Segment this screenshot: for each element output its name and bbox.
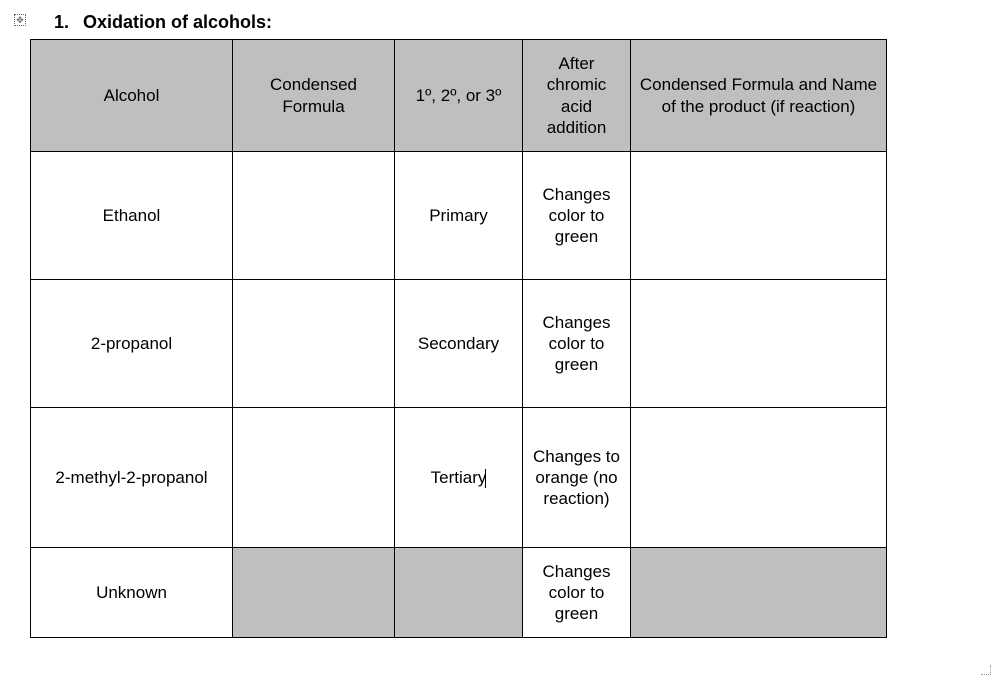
table-move-handle-icon[interactable]: ✥: [14, 14, 26, 26]
cell-degree[interactable]: Primary: [395, 152, 523, 280]
oxidation-table: Alcohol Condensed Formula 1º, 2º, or 3º …: [30, 39, 887, 638]
cell-after[interactable]: Changes color to green: [523, 152, 631, 280]
table-row: Ethanol Primary Changes color to green: [31, 152, 887, 280]
heading-text: Oxidation of alcohols:: [83, 12, 272, 33]
cell-formula[interactable]: [233, 548, 395, 638]
col-header-formula: Condensed Formula: [233, 40, 395, 152]
heading-number: 1.: [54, 12, 69, 33]
cell-product[interactable]: [631, 408, 887, 548]
cell-formula[interactable]: [233, 280, 395, 408]
col-header-after: After chromic acid addition: [523, 40, 631, 152]
cell-degree[interactable]: Tertiary: [395, 408, 523, 548]
cell-after[interactable]: Changes color to green: [523, 280, 631, 408]
col-header-product: Condensed Formula and Name of the produc…: [631, 40, 887, 152]
resize-corner-icon[interactable]: [981, 665, 991, 675]
cell-degree[interactable]: Secondary: [395, 280, 523, 408]
cell-after[interactable]: Changes to orange (no reaction): [523, 408, 631, 548]
col-header-degree: 1º, 2º, or 3º: [395, 40, 523, 152]
cell-product[interactable]: [631, 280, 887, 408]
cell-alcohol[interactable]: Unknown: [31, 548, 233, 638]
cell-alcohol[interactable]: 2-methyl-2-propanol: [31, 408, 233, 548]
cell-product[interactable]: [631, 152, 887, 280]
col-header-alcohol: Alcohol: [31, 40, 233, 152]
table-row: 2-propanol Secondary Changes color to gr…: [31, 280, 887, 408]
text-cursor-icon: [485, 469, 486, 488]
section-heading: ✥ 1. Oxidation of alcohols:: [10, 12, 985, 33]
cell-product[interactable]: [631, 548, 887, 638]
table-row: 2-methyl-2-propanol Tertiary Changes to …: [31, 408, 887, 548]
cell-formula[interactable]: [233, 408, 395, 548]
cell-formula[interactable]: [233, 152, 395, 280]
table-row: Unknown Changes color to green: [31, 548, 887, 638]
cell-alcohol[interactable]: 2-propanol: [31, 280, 233, 408]
cell-degree-text: Tertiary: [431, 468, 487, 487]
cell-degree[interactable]: [395, 548, 523, 638]
table-header-row: Alcohol Condensed Formula 1º, 2º, or 3º …: [31, 40, 887, 152]
cell-after[interactable]: Changes color to green: [523, 548, 631, 638]
cell-alcohol[interactable]: Ethanol: [31, 152, 233, 280]
